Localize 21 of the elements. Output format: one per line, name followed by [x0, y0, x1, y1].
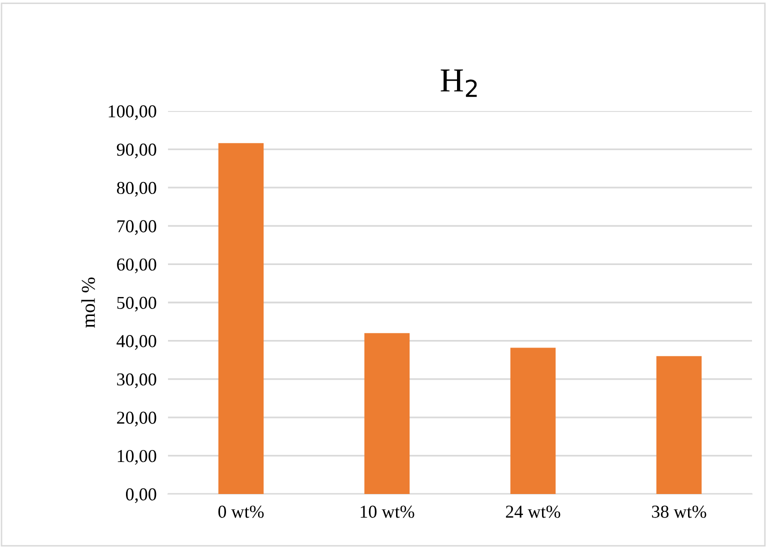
chart-title: H$_{2}$: [440, 70, 477, 97]
x-tick-label: 24 wt%: [506, 506, 560, 518]
bar: [218, 143, 264, 494]
y-axis-title: mol %: [81, 278, 96, 328]
y-tick-label: 30,00: [117, 373, 156, 388]
bar: [656, 356, 702, 494]
y-tick-label: 60,00: [117, 258, 156, 274]
x-tick-label: 0 wt%: [218, 506, 264, 518]
bar: [510, 348, 556, 494]
y-tick-label: 0,00: [126, 488, 156, 504]
x-tick-label: 10 wt%: [360, 506, 414, 518]
y-tick-label: 10,00: [118, 450, 156, 465]
y-tick-label: 70,00: [117, 220, 156, 235]
y-tick-label: 100,00: [108, 105, 156, 120]
y-tick-label: 20,00: [117, 412, 156, 426]
y-tick-label: 90,00: [116, 144, 156, 158]
y-tick-label: 50,00: [117, 296, 156, 312]
y-tick-label: 80,00: [116, 182, 156, 197]
x-tick-label: 38 wt%: [652, 506, 706, 518]
bar: [364, 333, 410, 494]
y-tick-label: 40,00: [116, 335, 156, 350]
